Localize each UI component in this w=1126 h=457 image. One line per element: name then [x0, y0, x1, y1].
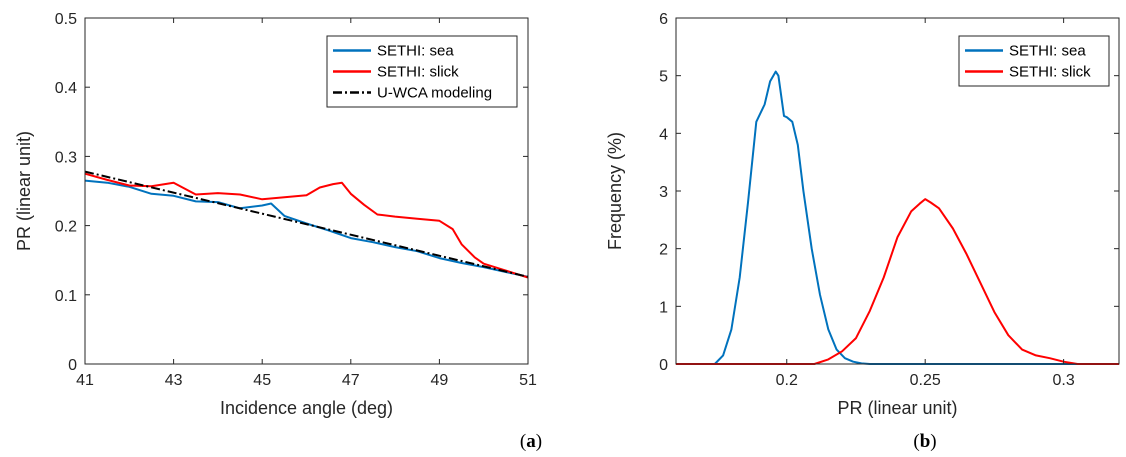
caption-a-close: ): [536, 431, 542, 452]
caption-b-letter: b: [920, 431, 931, 452]
x-tick-label: 0.3: [1053, 372, 1075, 389]
legend-label: SETHI: sea: [1009, 43, 1086, 60]
caption-b: (b): [913, 431, 936, 452]
x-tick-label: 45: [253, 372, 271, 389]
y-tick-label: 4: [659, 126, 668, 143]
y-tick-label: 0.3: [55, 149, 77, 166]
x-tick-label: 51: [519, 372, 537, 389]
x-axis-label: Incidence angle (deg): [220, 398, 393, 418]
legend-box: [958, 35, 1110, 87]
caption-a: (a): [520, 431, 542, 452]
chart-panel-b: 0.2 0.25 0.3 0 1 2 3 4 5 6 PR (linear unit) Frequen…: [605, 11, 1120, 418]
y-tick-label: 0.5: [55, 11, 77, 28]
y-tick-label: 6: [659, 11, 668, 28]
y-tick-label: 1: [659, 299, 668, 316]
y-tick-label: 0: [68, 357, 77, 374]
x-tick-label: 47: [342, 372, 360, 389]
series-line-slick: [676, 198, 1119, 365]
caption-b-close: ): [930, 431, 936, 452]
y-tick-label: 2: [659, 242, 668, 259]
chart-panel-a: 41 43 45 47 49 51 0 0.1 0.2 0.3 0.4 0.5 Incidence an…: [14, 11, 537, 418]
y-axis-label: PR (linear unit): [14, 131, 34, 251]
y-tick-label: 0.1: [55, 288, 77, 305]
y-tick-label: 5: [659, 69, 668, 86]
series-line-slick: [84, 172, 529, 279]
legend: SETHI: sea SETHI: slick U-WCA modeling: [326, 35, 518, 108]
axes-box: [84, 17, 529, 365]
y-tick-label: 0.4: [55, 80, 77, 97]
y-tick-label: 3: [659, 184, 668, 201]
legend: SETHI: sea SETHI: slick: [958, 35, 1110, 87]
legend-label: SETHI: slick: [377, 64, 459, 81]
series-line-sea: [676, 70, 1119, 365]
series-line-model: [84, 170, 529, 278]
legend-label: U-WCA modeling: [377, 85, 492, 102]
series-line-sea: [84, 179, 529, 278]
y-tick-label: 0: [659, 357, 668, 374]
x-tick-label: 0.2: [776, 372, 798, 389]
legend-label: SETHI: sea: [377, 43, 454, 60]
y-axis-label: Frequency (%): [605, 132, 625, 250]
x-tick-label: 43: [165, 372, 183, 389]
caption-a-letter: a: [526, 431, 536, 452]
caption-b-open: (: [913, 431, 919, 452]
x-tick-label: 41: [76, 372, 94, 389]
x-axis-label: PR (linear unit): [837, 398, 957, 418]
y-tick-label: 0.2: [55, 219, 77, 236]
x-tick-label: 0.25: [910, 372, 941, 389]
caption-a-open: (: [520, 431, 526, 452]
legend-label: SETHI: slick: [1009, 64, 1091, 81]
x-tick-label: 49: [431, 372, 449, 389]
